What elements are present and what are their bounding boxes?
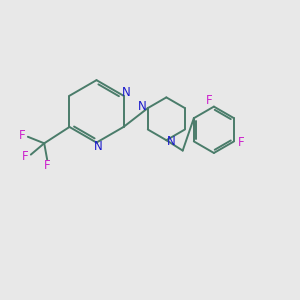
Text: F: F xyxy=(206,94,213,106)
Text: F: F xyxy=(19,129,26,142)
Text: F: F xyxy=(22,150,29,163)
Text: N: N xyxy=(167,135,176,148)
Text: N: N xyxy=(138,100,147,113)
Text: N: N xyxy=(122,86,130,99)
Text: F: F xyxy=(44,159,50,172)
Text: F: F xyxy=(238,136,245,149)
Text: N: N xyxy=(94,140,102,153)
